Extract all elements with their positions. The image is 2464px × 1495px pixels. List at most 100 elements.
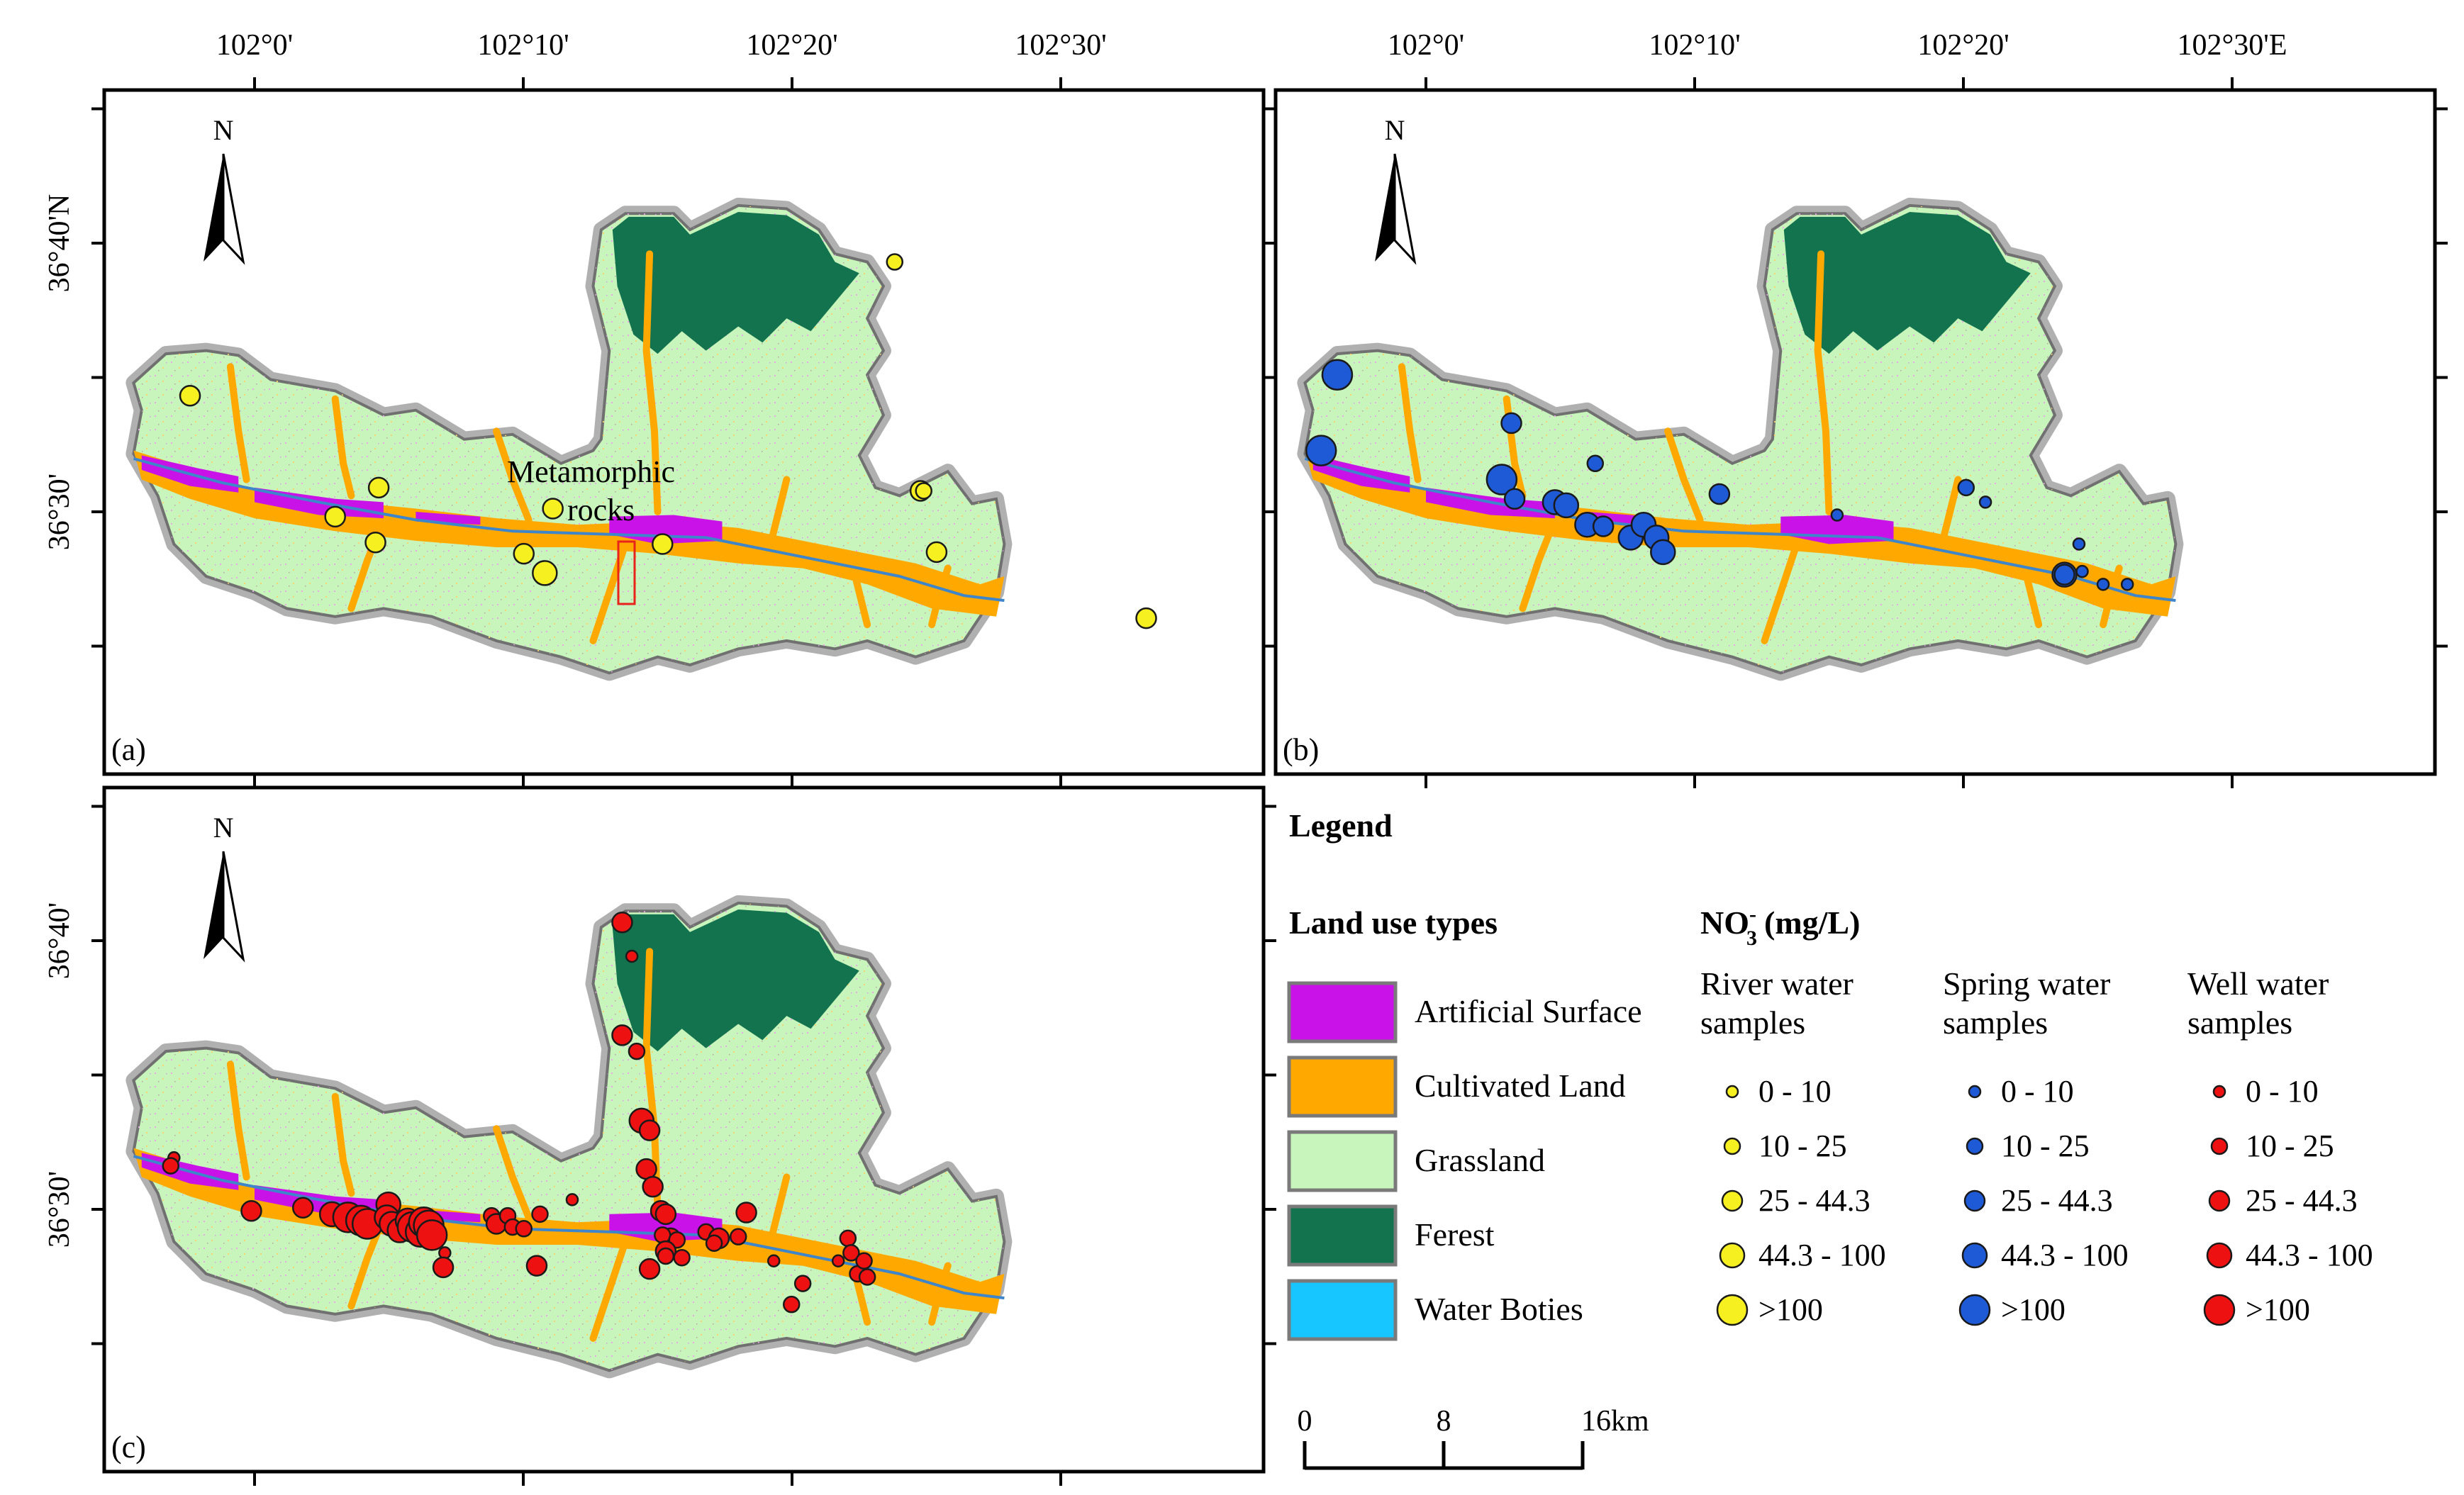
river-sample-point [886,253,904,271]
class-label: 25 - 44.3 [2001,1183,2113,1218]
spring-sample-point [2096,578,2110,591]
cultivated-strip [1938,476,1962,548]
landuse-swatch [1287,1130,1398,1192]
well-sample-point [766,1254,781,1268]
river-sample-point [513,542,535,565]
spring-sample-point [1708,483,1731,505]
spring-sample-point [1321,359,1354,391]
scale-label-0: 0 [1298,1405,1312,1438]
lon-label: 102°20' [1917,29,2009,62]
spring-sample-point [1957,478,1975,497]
spring-sample-point [1485,464,1518,495]
annotation-metamorphic: Metamorphic [507,454,675,489]
spring-sample-point [1500,412,1522,435]
landuse-swatch [1287,1204,1398,1267]
well-sample-point [416,1219,448,1251]
landuse-label: Artificial Surface [1415,993,1642,1029]
well-sample-point [291,1197,314,1219]
cultivated-strip [766,476,791,548]
north-arrow-icon: N [204,114,245,265]
lat-label: 36°30' [43,474,76,550]
cultivated-strip [331,395,355,500]
lat-label: 36°40' [43,902,76,979]
group-title-line2: samples [2187,1004,2292,1041]
spring-sample-point [2072,537,2086,551]
spring-sample-points [1305,359,2134,591]
cultivated-strip [1398,363,1422,483]
well-sample-point [831,1254,845,1268]
lat-label: 36°40'N [43,194,76,293]
class-label: 44.3 - 100 [1758,1238,1886,1272]
landuse-label: Ferest [1415,1216,1495,1253]
map-panel-b: 102°0' 102°10' 102°20' 102°30'E N (b) [1263,29,2448,788]
well-sample-point [735,1202,757,1224]
legend: Legend Land use types Artificial Surface… [1287,807,2373,1470]
main-river [1304,457,2176,603]
well-sample-point [531,1205,549,1224]
well-sample-point [565,1193,579,1206]
legend-symbol [1723,1137,1741,1155]
well-sample-point [611,911,633,934]
landuse-label: Cultivated Land [1415,1068,1626,1104]
scale-label-16km: 16km [1581,1405,1649,1438]
land-use-map [126,197,1013,681]
well-sample-point [729,1228,747,1245]
river-sample-point [1135,607,1157,629]
landuse-title: Land use types [1289,905,1498,941]
spring-sample-point [1586,454,1605,473]
lon-label: 102°10' [1649,29,1740,62]
legend-symbol [2212,1085,2226,1099]
class-label: >100 [2001,1292,2066,1327]
lat-label: 36°30' [43,1171,76,1248]
well-sample-point [515,1220,533,1238]
river-sample-point [542,498,564,520]
cultivated-strip [589,1238,629,1342]
cultivated-strip [226,1060,250,1181]
north-arrow-left [204,154,223,262]
spring-sample-point [1592,515,1615,537]
legend-symbol [1966,1137,1984,1155]
forest-area [1783,212,2031,354]
scale-bar: 0 8 16km [1298,1405,1649,1470]
legend-title: Legend [1289,807,1393,844]
river-sample-point [179,385,201,407]
cultivated-strip [766,1173,791,1245]
landuse-legend: Artificial Surface Cultivated Land Grassla… [1287,981,1642,1341]
well-sample-point [525,1255,548,1277]
legend-symbol [2203,1294,2236,1326]
north-label: N [213,114,234,146]
cultivated-strip [589,540,629,644]
cultivated-strip [226,363,250,483]
class-label: >100 [1758,1292,1823,1327]
lon-label: 102°20' [746,29,837,62]
well-sample-point [638,1258,661,1280]
legend-symbol [2206,1242,2233,1269]
graticule-ticks: 36°40' 36°30' [43,775,1276,1486]
forest-area [612,212,859,354]
panel-label-a: (a) [111,732,146,767]
legend-symbol [1719,1242,1746,1269]
well-sample-point [432,1256,455,1279]
north-label: N [1385,114,1405,146]
cultivated-strip [1761,540,1800,644]
class-label: 0 - 10 [1758,1074,1832,1109]
group-title-line2: samples [1943,1004,2048,1041]
class-label: 0 - 10 [2001,1074,2074,1109]
landuse-swatch [1287,981,1398,1043]
spring-sample-point [2053,564,2075,586]
cultivated-strip [1814,250,1833,515]
legend-symbol [1716,1294,1749,1326]
class-label: 25 - 44.3 [2246,1183,2358,1218]
class-label: 10 - 25 [1758,1129,1847,1163]
landuse-swatch [1287,1279,1398,1341]
group-title-line1: Spring water [1943,965,2110,1002]
well-sample-point [240,1200,262,1222]
main-river [133,457,1005,603]
north-arrow-right [222,851,245,963]
north-arrow-icon: N [204,812,245,963]
river-sample-point [324,505,346,528]
well-sample-point [657,1247,675,1265]
legend-symbol [1725,1085,1739,1099]
lon-label: 102°0' [216,29,293,62]
